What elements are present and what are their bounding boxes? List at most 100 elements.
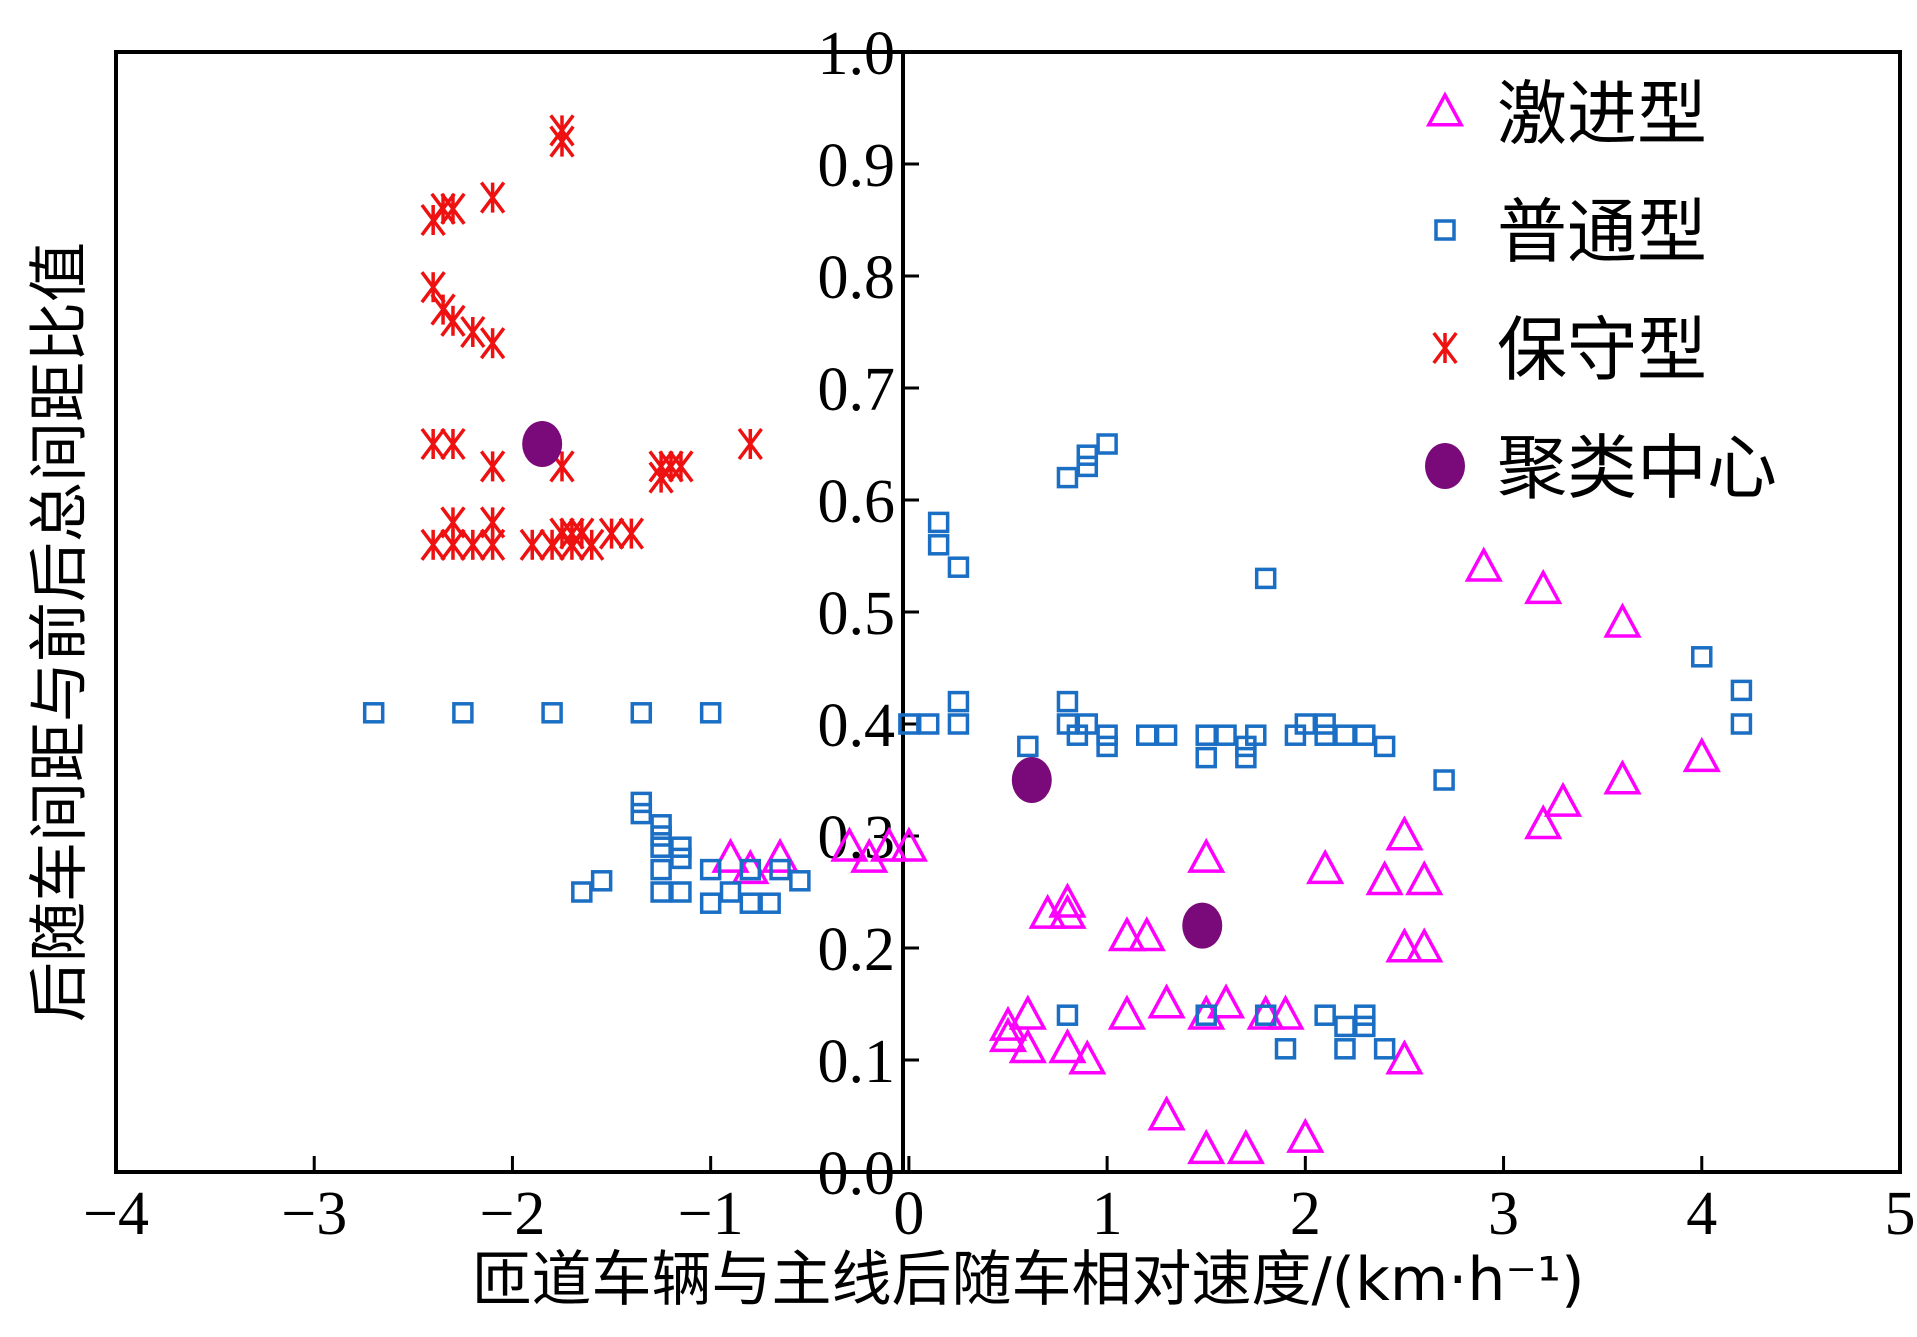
data-point [1314, 1004, 1336, 1026]
data-point [1235, 746, 1257, 769]
data-point [1068, 1039, 1107, 1075]
data-point [650, 858, 672, 881]
data-point [440, 528, 466, 561]
x-tick-label: −3 [281, 1180, 347, 1248]
x-tick-label: 0 [893, 1180, 924, 1248]
data-point [1008, 994, 1047, 1030]
data-points [362, 114, 1753, 1165]
data-point [440, 427, 466, 461]
x-tick-label: 5 [1885, 1180, 1916, 1248]
data-point [650, 881, 672, 903]
data-point [430, 192, 456, 225]
x-tick-label: 1 [1092, 1180, 1123, 1248]
legend-marker [1432, 331, 1458, 365]
data-point [719, 881, 742, 903]
data-point [1373, 1038, 1396, 1060]
axis-ticks [114, 50, 1902, 1174]
data-point [1464, 546, 1503, 582]
data-point [452, 702, 474, 724]
x-tick-label: 2 [1290, 1180, 1321, 1248]
data-point [1385, 815, 1424, 851]
data-point [917, 713, 940, 735]
data-point [988, 1016, 1028, 1053]
cluster-center-point [522, 421, 563, 467]
data-point [1028, 893, 1067, 929]
data-point [1107, 994, 1147, 1030]
data-point [460, 315, 486, 349]
data-point [479, 327, 506, 360]
data-point [1147, 1095, 1186, 1131]
data-point [1334, 724, 1356, 746]
plot-border [114, 50, 1902, 1174]
data-point [699, 702, 722, 724]
data-point [988, 1005, 1028, 1041]
x-axis-title: 匝道车辆与主线后随车相对速度/(km·h⁻¹) [471, 1245, 1584, 1315]
data-point [1524, 568, 1563, 605]
data-point [479, 450, 506, 483]
data-point [670, 836, 692, 858]
data-point [440, 192, 466, 225]
y-tick-label: 0.9 [818, 132, 896, 200]
data-point [1147, 983, 1186, 1019]
data-point [1286, 1117, 1325, 1153]
data-point [1730, 713, 1753, 735]
data-point [699, 858, 722, 881]
data-point [759, 892, 781, 914]
data-point [1603, 759, 1642, 795]
data-point [648, 461, 674, 494]
legend-label: 普通型 [1497, 191, 1707, 273]
data-point [1405, 927, 1444, 963]
data-point [1433, 769, 1455, 791]
legend-label: 聚类中心 [1497, 427, 1777, 509]
series-2 [362, 433, 1753, 1060]
data-point [1334, 1015, 1356, 1038]
data-point [1254, 567, 1277, 590]
data-point [1187, 1128, 1226, 1165]
data-point [630, 702, 653, 724]
data-point [1048, 882, 1087, 918]
y-tick-label: 0.2 [818, 916, 896, 984]
data-point [1365, 860, 1404, 896]
x-tick-label: −4 [83, 1180, 149, 1248]
data-point [789, 870, 811, 892]
data-point [1195, 746, 1217, 769]
data-point [1543, 781, 1583, 817]
data-point [420, 528, 446, 561]
data-point [739, 892, 762, 914]
data-point [549, 125, 575, 158]
y-tick-label: 0.6 [818, 468, 896, 536]
data-point [579, 528, 605, 561]
data-point [598, 517, 625, 550]
data-point [1405, 860, 1444, 896]
data-point [1385, 927, 1424, 963]
data-point [1385, 1039, 1424, 1075]
data-point [769, 858, 791, 881]
data-point [760, 837, 800, 873]
x-tick-label: 3 [1488, 1180, 1519, 1248]
data-point [699, 892, 722, 914]
data-point [1274, 1038, 1297, 1060]
data-point [1691, 646, 1713, 668]
data-point [947, 713, 970, 735]
data-point [1017, 735, 1039, 758]
data-point [1195, 1004, 1217, 1026]
data-point [1056, 466, 1079, 489]
data-point [571, 881, 593, 903]
data-point [1354, 1015, 1376, 1038]
data-point [630, 802, 653, 825]
data-point [590, 870, 613, 892]
data-point [1314, 724, 1336, 746]
data-point [1127, 916, 1166, 952]
data-point [1254, 1004, 1277, 1026]
cluster-center-point [1182, 902, 1223, 949]
data-point [927, 534, 950, 556]
data-point [1245, 724, 1267, 746]
data-point [1048, 1028, 1087, 1064]
data-point [362, 702, 385, 724]
data-point [1524, 804, 1563, 840]
data-point [1195, 724, 1217, 746]
x-tick-label: −2 [479, 1180, 545, 1248]
data-point [1076, 713, 1099, 735]
